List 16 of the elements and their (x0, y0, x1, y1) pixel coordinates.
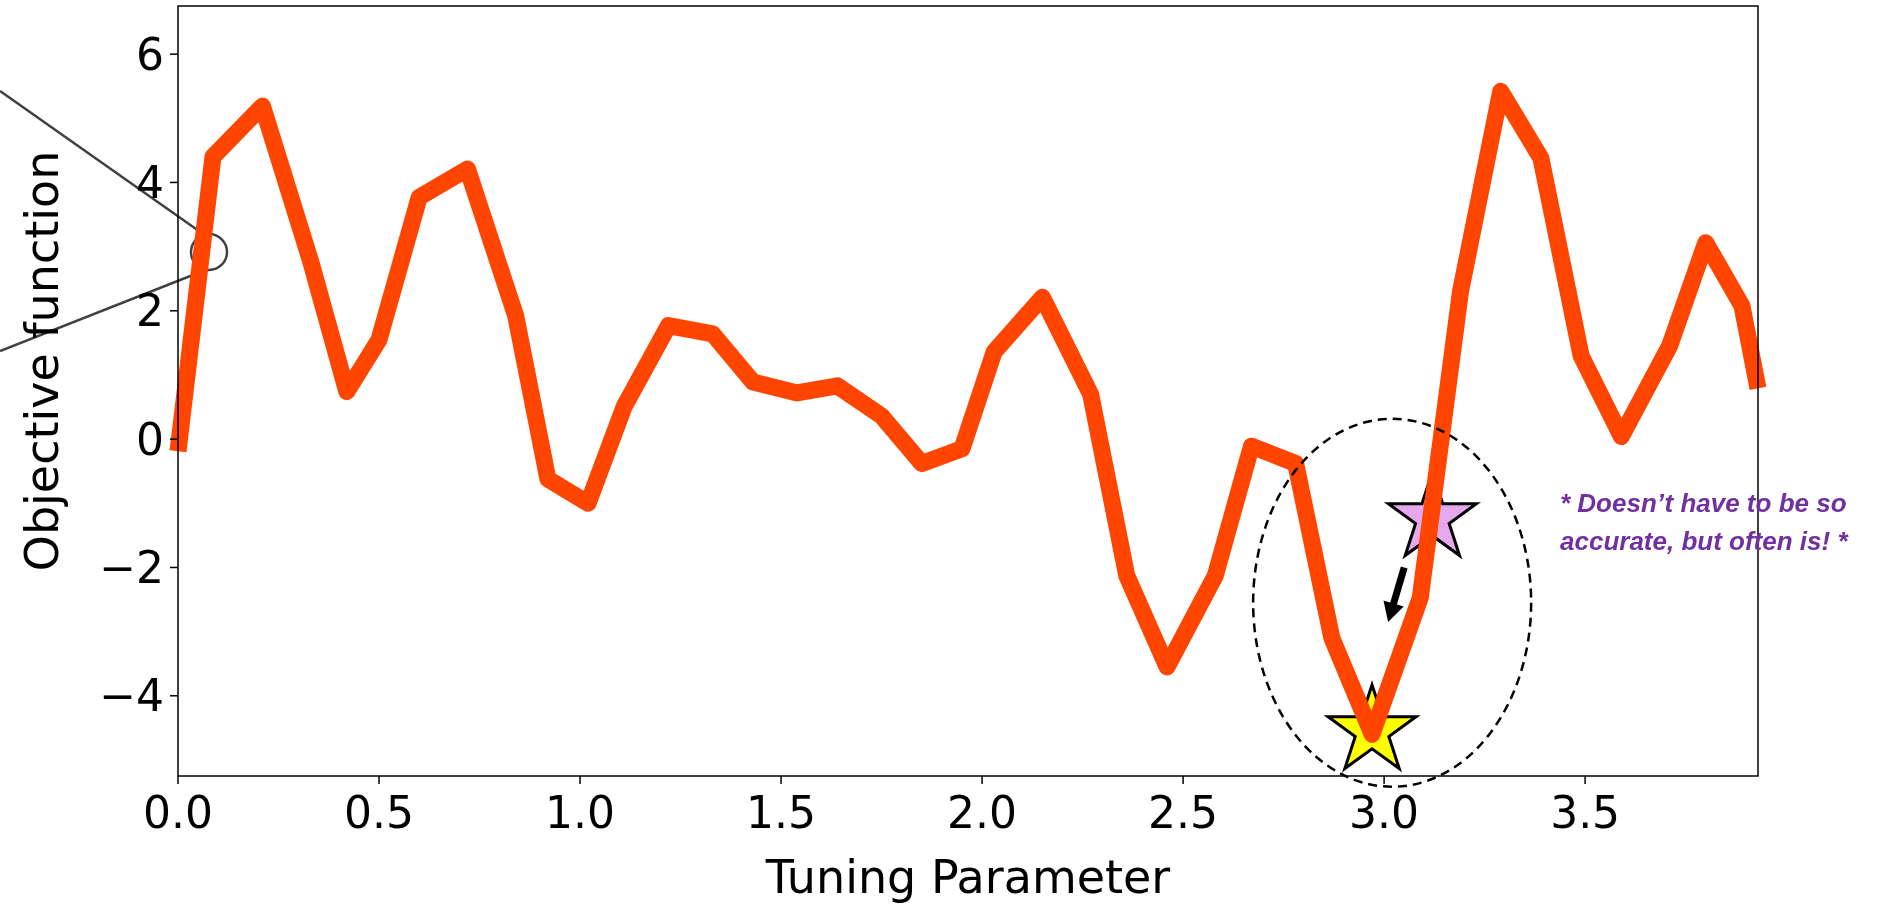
x-tick-label: 3.0 (1349, 787, 1420, 838)
y-tick-label: −4 (99, 670, 164, 722)
y-axis-title: Objective function (15, 150, 69, 572)
x-tick-label: 1.0 (545, 787, 616, 838)
y-tick-label: 2 (136, 285, 164, 337)
y-tick-label: 6 (136, 28, 164, 80)
x-axis-title: Tuning Parameter (764, 850, 1171, 904)
y-tick-label: 4 (136, 156, 164, 208)
x-tick-label: 0.5 (344, 787, 415, 838)
x-tick-label: 0.0 (143, 787, 213, 838)
x-tick-label: 2.0 (947, 787, 1018, 838)
x-tick-label: 1.5 (746, 787, 817, 838)
y-tick-label: −2 (99, 541, 164, 593)
x-tick-label: 3.5 (1550, 787, 1621, 838)
y-tick-label: 0 (136, 413, 164, 465)
x-tick-label: 2.5 (1148, 787, 1219, 838)
